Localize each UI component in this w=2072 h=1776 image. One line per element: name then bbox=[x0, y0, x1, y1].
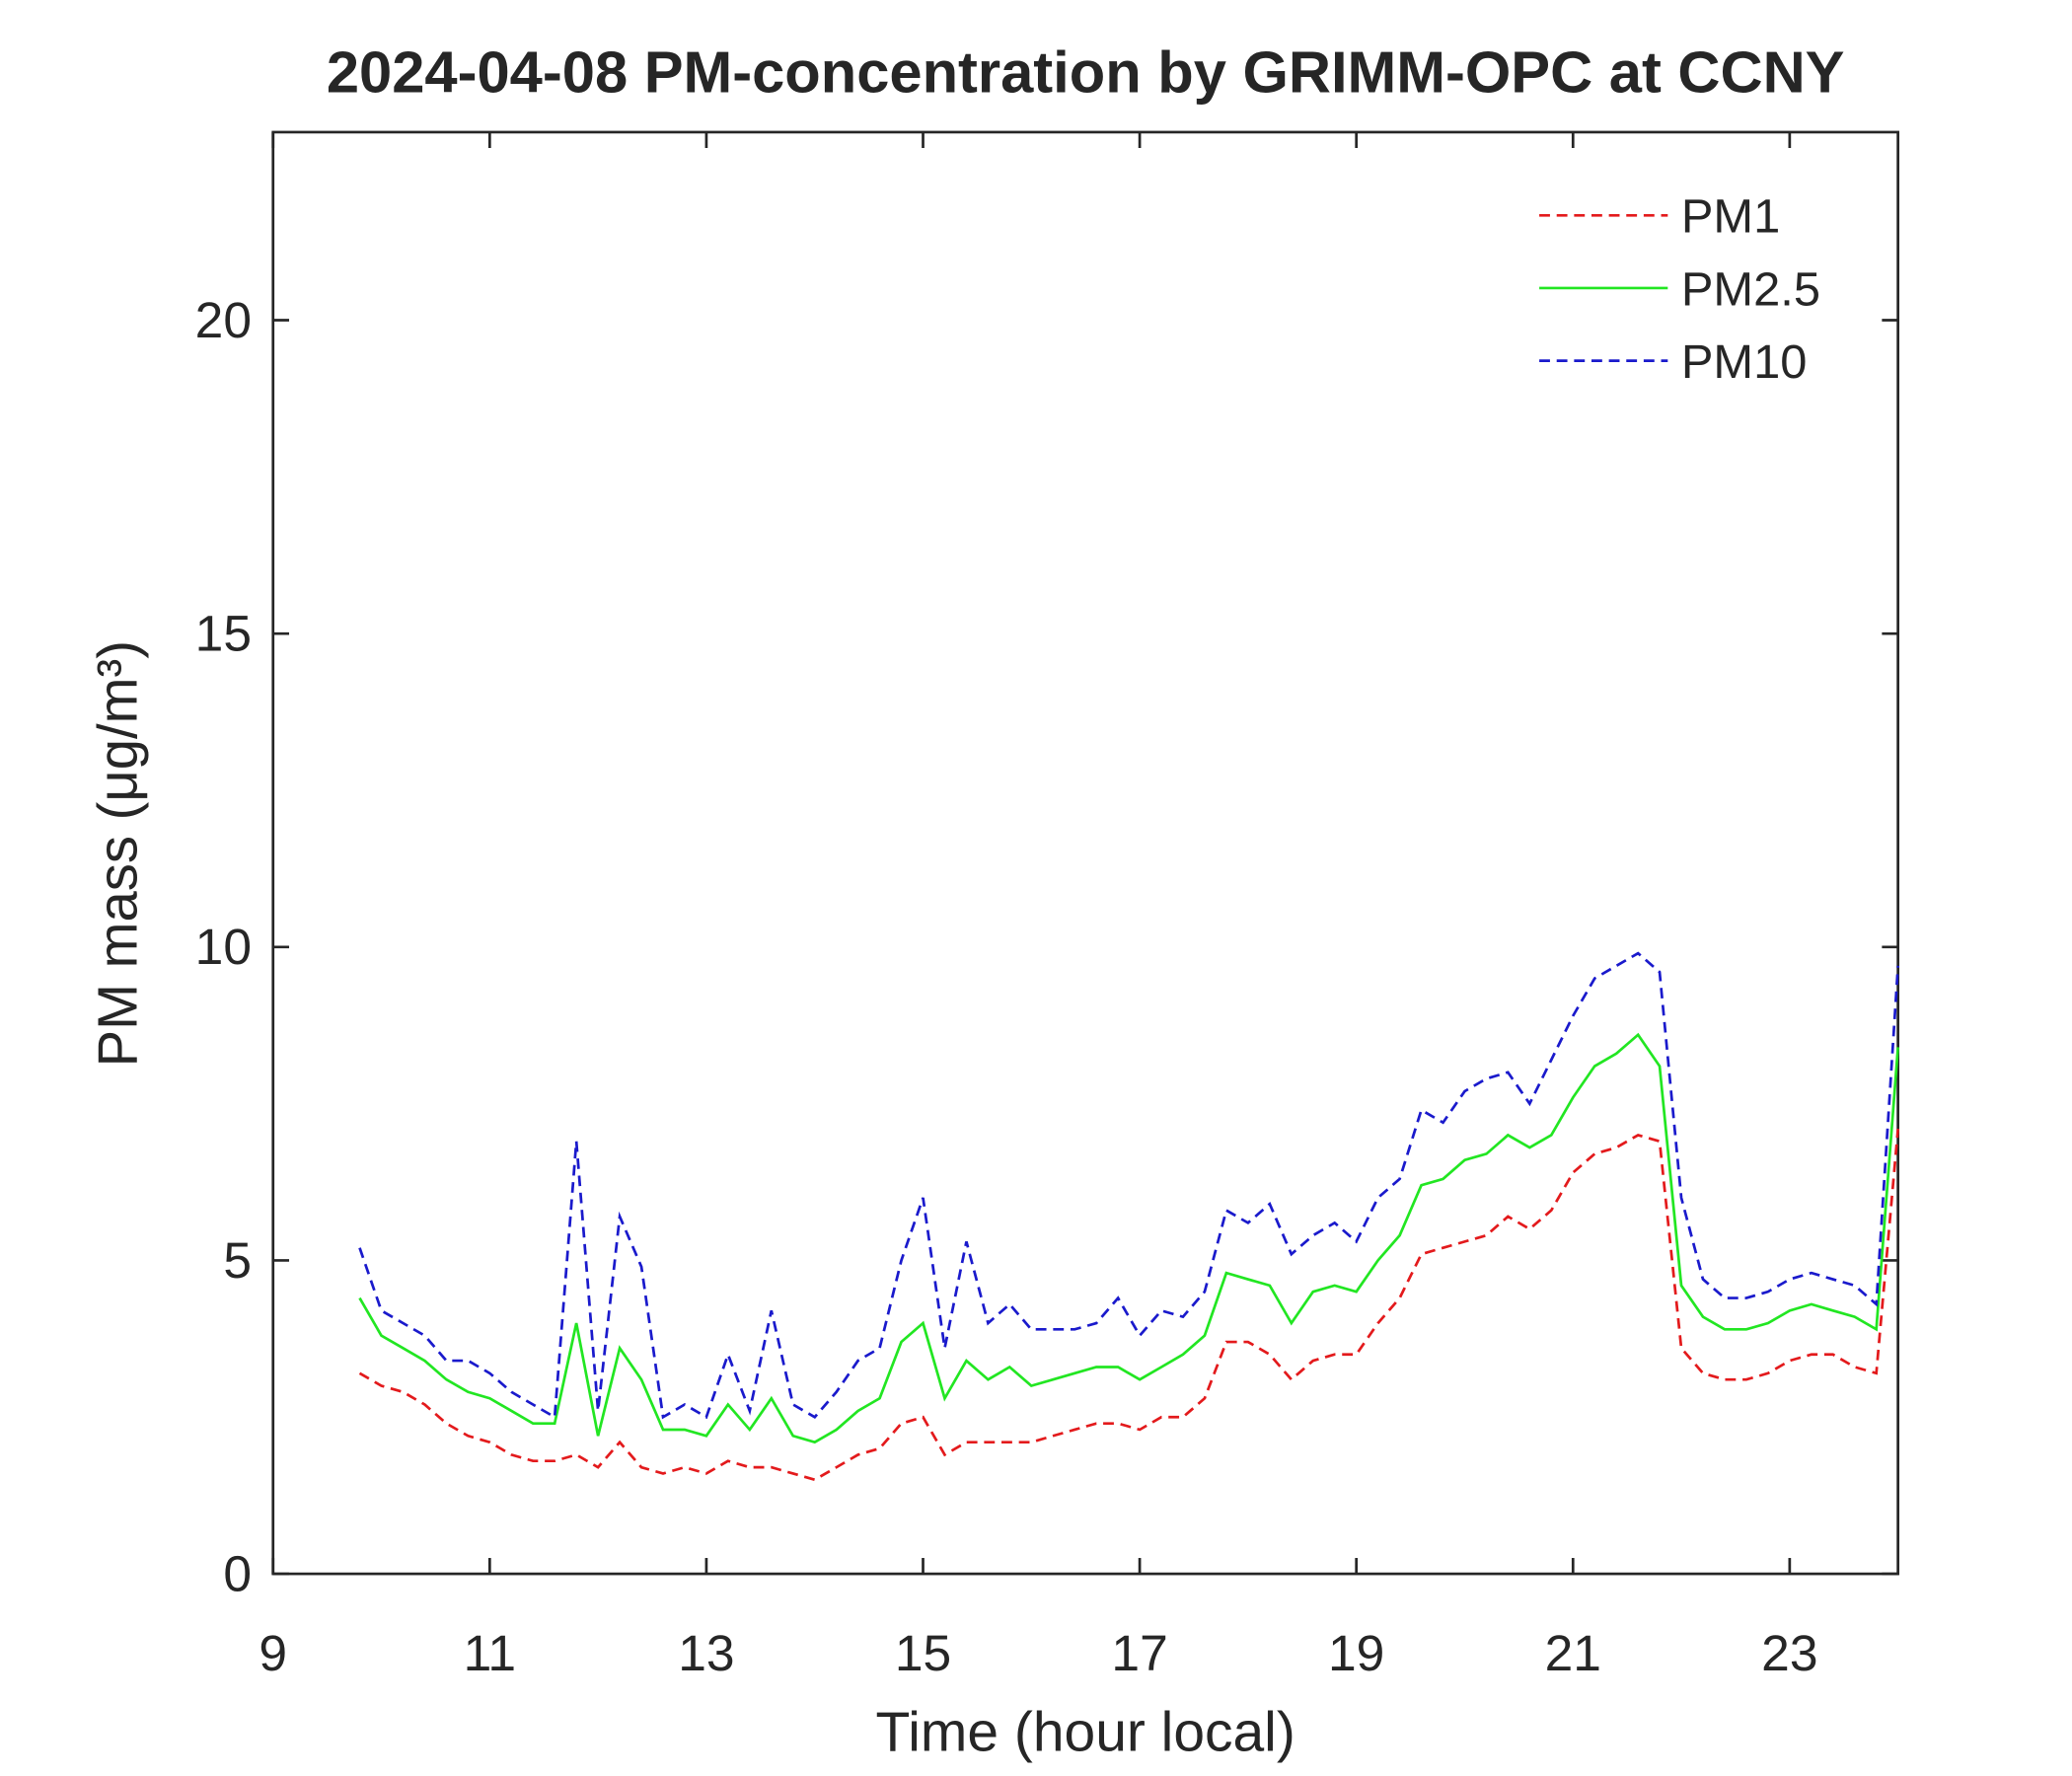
x-tick-label: 9 bbox=[259, 1625, 287, 1681]
x-tick-label: 13 bbox=[678, 1625, 734, 1681]
x-tick-label: 17 bbox=[1111, 1625, 1167, 1681]
x-axis-label: Time (hour local) bbox=[876, 1701, 1295, 1763]
chart-title: 2024-04-08 PM-concentration by GRIMM-OPC… bbox=[327, 39, 1845, 106]
x-tick-label: 23 bbox=[1761, 1625, 1817, 1681]
legend-label: PM10 bbox=[1681, 335, 1808, 389]
x-tick-label: 21 bbox=[1545, 1625, 1601, 1681]
y-tick-label: 5 bbox=[223, 1232, 252, 1289]
y-tick-label: 0 bbox=[223, 1546, 252, 1602]
y-tick-label: 10 bbox=[195, 920, 252, 976]
legend-label: PM2.5 bbox=[1681, 263, 1820, 317]
x-tick-label: 19 bbox=[1328, 1625, 1384, 1681]
x-tick-label: 11 bbox=[464, 1625, 517, 1681]
series-line bbox=[358, 1128, 1899, 1482]
y-axis-label: PM mass (μg/m³) bbox=[86, 640, 148, 1067]
series-line bbox=[358, 1032, 1899, 1444]
x-tick-label: 15 bbox=[895, 1625, 951, 1681]
y-tick-label: 20 bbox=[195, 292, 252, 348]
y-tick-label: 15 bbox=[195, 606, 252, 662]
legend-label: PM1 bbox=[1681, 190, 1780, 244]
series-line bbox=[358, 951, 1899, 1420]
plot-frame bbox=[271, 130, 1899, 1576]
